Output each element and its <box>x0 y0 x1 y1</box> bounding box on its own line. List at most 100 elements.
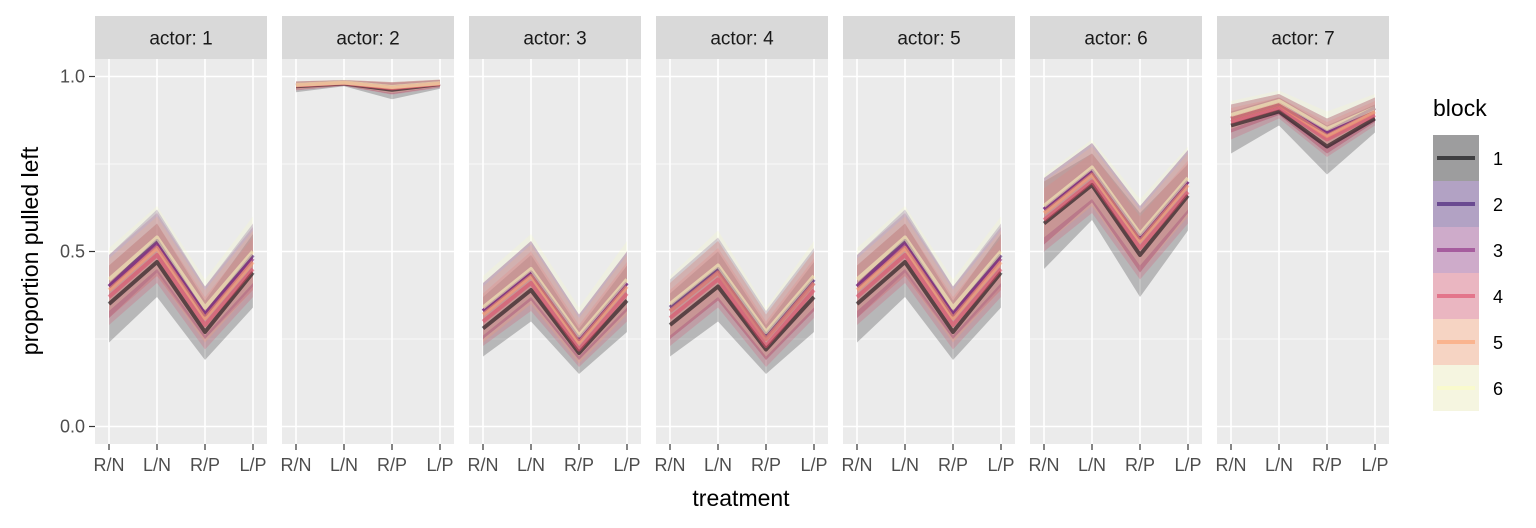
legend-keys: 1 2 3 4 5 6 <box>1433 135 1503 411</box>
line-block-1 <box>1042 183 1190 257</box>
facet-strip-label: actor: 3 <box>523 29 586 50</box>
facet-strip <box>282 16 454 59</box>
facet-strip-label: actor: 7 <box>1271 29 1334 50</box>
facet-panel-actor-7: actor: 7 R/N L/N R/P L/P <box>1216 16 1389 475</box>
x-tick-label: R/P <box>938 455 968 475</box>
legend-label: 4 <box>1493 287 1503 307</box>
line-block-4 <box>1230 106 1376 142</box>
y-axis: 0.0 0.5 1.0 <box>60 67 95 437</box>
line-block-4 <box>668 277 816 348</box>
y-axis-title: proportion pulled left <box>17 146 43 355</box>
y-tick-label: 1.0 <box>60 67 85 87</box>
line-block-2 <box>668 267 816 338</box>
facet-strip <box>843 16 1015 59</box>
lines <box>295 80 441 92</box>
facet-strip <box>469 16 641 59</box>
legend-label: 6 <box>1493 379 1503 399</box>
lines <box>481 267 629 355</box>
line-block-1 <box>1230 109 1377 149</box>
lines <box>1230 99 1377 149</box>
line-block-1 <box>855 260 1003 334</box>
facet-strip <box>1217 16 1389 59</box>
x-tick-label: L/P <box>239 455 266 475</box>
legend-item-block-6: 6 <box>1433 365 1503 411</box>
x-tick-label: L/N <box>330 455 358 475</box>
x-tick-label: R/N <box>281 455 312 475</box>
y-tick-label: 0.5 <box>60 242 85 262</box>
facet-strip-label: actor: 4 <box>710 29 774 50</box>
x-tick-label: R/P <box>751 455 781 475</box>
line-block-3 <box>481 270 629 341</box>
lines <box>107 235 255 334</box>
line-block-5 <box>107 246 255 320</box>
x-tick-label: R/P <box>564 455 594 475</box>
line-block-4 <box>107 253 255 327</box>
x-tick-label: L/N <box>517 455 545 475</box>
facet-panels: actor: 1 R/N L/N R/P L/P actor: 2 R/N L/N R/P L/P… <box>94 16 1389 475</box>
legend-item-block-5: 5 <box>1433 319 1503 365</box>
x-tick-label: R/P <box>1125 455 1155 475</box>
line-block-6 <box>1230 99 1376 131</box>
facet-panel-actor-3: actor: 3 R/N L/N R/P L/P <box>468 16 641 475</box>
x-tick-label: R/N <box>94 455 125 475</box>
legend-title: block <box>1433 95 1487 121</box>
x-tick-label: R/N <box>842 455 873 475</box>
x-tick-label: L/P <box>426 455 453 475</box>
line-block-6 <box>107 235 255 310</box>
facet-panel-actor-1: actor: 1 R/N L/N R/P L/P <box>94 16 267 475</box>
line-block-5 <box>855 246 1003 320</box>
x-tick-label: L/P <box>613 455 640 475</box>
x-tick-label: R/P <box>377 455 407 475</box>
line-block-5 <box>1230 102 1376 138</box>
facet-panel-actor-6: actor: 6 R/N L/N R/P L/P <box>1029 16 1202 475</box>
line-block-6 <box>295 80 441 89</box>
line-block-4 <box>481 281 629 352</box>
facet-strip-label: actor: 2 <box>336 29 399 50</box>
line-block-1 <box>481 288 629 355</box>
y-tick-label: 0.0 <box>60 417 85 437</box>
legend-label: 2 <box>1493 195 1503 215</box>
legend-label: 5 <box>1493 333 1503 353</box>
line-block-4 <box>855 253 1003 327</box>
x-tick-label: L/P <box>987 455 1014 475</box>
line-block-3 <box>1042 169 1190 240</box>
line-block-5 <box>1042 172 1190 243</box>
facet-strip-label: actor: 6 <box>1084 29 1147 50</box>
line-block-5 <box>481 274 629 345</box>
facet-panel-actor-2: actor: 2 R/N L/N R/P L/P <box>281 16 454 475</box>
facet-panel-actor-5: actor: 5 R/N L/N R/P L/P <box>842 16 1015 475</box>
line-block-1 <box>668 284 816 352</box>
x-tick-label: R/N <box>468 455 499 475</box>
facet-strip-label: actor: 1 <box>149 29 212 50</box>
line-block-1 <box>107 260 255 334</box>
legend-label: 1 <box>1493 149 1503 169</box>
facet-strip <box>1030 16 1202 59</box>
line-block-6 <box>855 235 1003 310</box>
x-tick-label: L/N <box>1078 455 1106 475</box>
line-block-6 <box>481 267 629 338</box>
facet-strip-label: actor: 5 <box>897 29 960 50</box>
x-tick-label: L/N <box>1265 455 1293 475</box>
line-block-6 <box>1042 165 1190 236</box>
x-tick-label: L/N <box>704 455 732 475</box>
facet-panel-actor-4: actor: 4 R/N L/N R/P L/P <box>655 16 828 475</box>
x-tick-label: L/N <box>891 455 919 475</box>
x-tick-label: R/N <box>655 455 686 475</box>
x-tick-label: L/P <box>800 455 827 475</box>
facet-strip <box>656 16 828 59</box>
line-block-6 <box>668 263 816 334</box>
legend-item-block-4: 4 <box>1433 273 1503 319</box>
facet-strip <box>95 16 267 59</box>
legend-label: 3 <box>1493 241 1503 261</box>
line-block-4 <box>1042 179 1190 250</box>
lines <box>855 235 1003 334</box>
x-tick-label: R/P <box>190 455 220 475</box>
legend-item-block-2: 2 <box>1433 181 1503 227</box>
x-tick-label: R/N <box>1029 455 1060 475</box>
x-axis-title: treatment <box>692 485 790 511</box>
legend: block 1 2 3 4 5 6 <box>1433 95 1503 411</box>
legend-item-block-3: 3 <box>1433 227 1503 273</box>
legend-item-block-1: 1 <box>1433 135 1503 181</box>
x-tick-label: L/P <box>1174 455 1201 475</box>
